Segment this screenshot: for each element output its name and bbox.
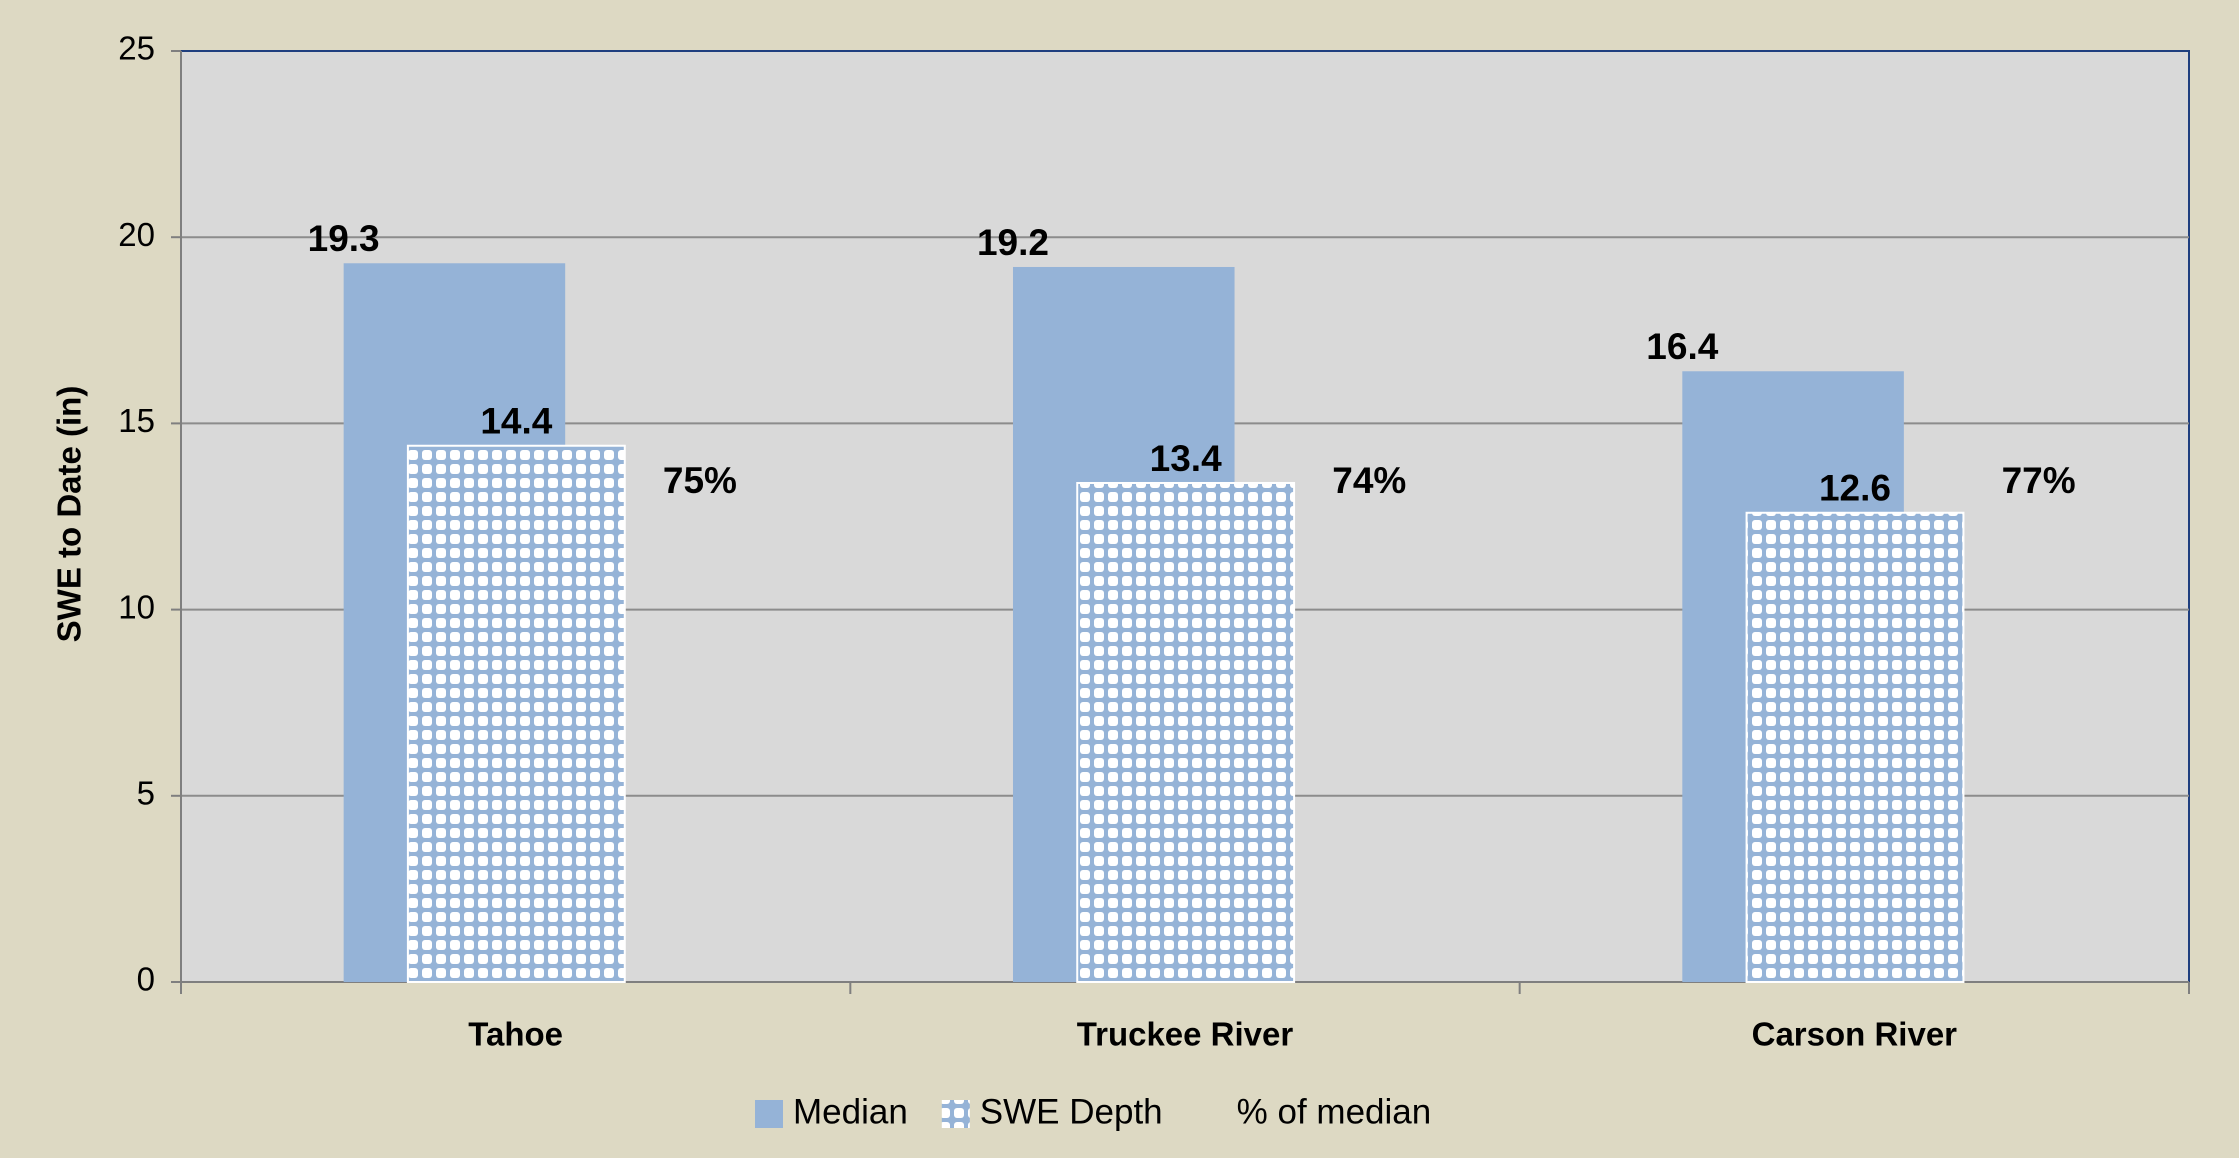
- data-label: 19.3: [308, 218, 380, 259]
- y-tick-label: 0: [137, 961, 155, 998]
- legend-label: SWE Depth: [980, 1092, 1163, 1131]
- x-tick-label: Tahoe: [468, 1016, 563, 1053]
- y-tick-label: 20: [118, 216, 155, 253]
- legend-label: Median: [793, 1092, 908, 1131]
- legend-label: % of median: [1237, 1092, 1432, 1131]
- y-axis-title: SWE to Date (in): [51, 386, 88, 643]
- bar: [1076, 481, 1296, 983]
- data-label: 13.4: [1150, 438, 1222, 479]
- x-tick-label: Truckee River: [1077, 1016, 1294, 1053]
- data-label: 77%: [2002, 460, 2076, 501]
- x-tick-label: Carson River: [1752, 1016, 1958, 1053]
- bar: [1745, 511, 1965, 983]
- y-tick-label: 15: [118, 402, 155, 439]
- data-label: 16.4: [1646, 326, 1718, 367]
- y-tick-label: 10: [118, 588, 155, 625]
- data-label: 14.4: [480, 401, 552, 442]
- data-label: 74%: [1332, 460, 1406, 501]
- legend-swatch: [941, 1100, 970, 1128]
- bar: [406, 444, 626, 983]
- data-label: 12.6: [1819, 468, 1891, 509]
- data-label: 19.2: [977, 222, 1049, 263]
- y-tick-label: 5: [137, 775, 155, 812]
- y-tick-label: 25: [118, 30, 155, 67]
- data-label: 75%: [663, 460, 737, 501]
- legend-swatch: [755, 1100, 783, 1128]
